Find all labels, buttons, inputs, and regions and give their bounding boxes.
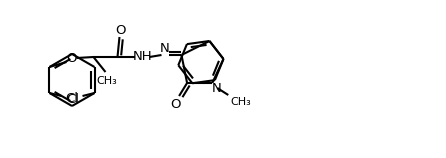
Text: Cl: Cl [66, 92, 79, 106]
Text: O: O [170, 97, 180, 110]
Text: NH: NH [132, 51, 152, 64]
Text: N: N [211, 82, 221, 94]
Text: O: O [66, 52, 77, 66]
Text: CH₃: CH₃ [230, 97, 251, 107]
Text: O: O [115, 24, 126, 37]
Text: Cl: Cl [65, 92, 78, 106]
Text: CH₃: CH₃ [96, 76, 117, 86]
Text: N: N [160, 43, 169, 55]
